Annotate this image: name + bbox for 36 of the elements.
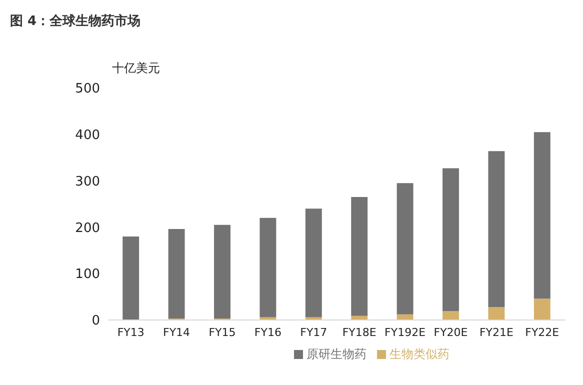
bar bbox=[488, 151, 505, 308]
y-tick-label: 100 bbox=[75, 267, 100, 282]
bar bbox=[534, 298, 550, 320]
y-tick-label: 300 bbox=[75, 174, 100, 190]
bar bbox=[122, 236, 140, 320]
x-tick-label: FY192E bbox=[384, 326, 426, 339]
x-tick-label: FY17 bbox=[300, 326, 328, 339]
chart-title: 图 4：全球生物药市场 bbox=[10, 12, 141, 30]
y-axis-title: 十亿美元 bbox=[112, 60, 160, 77]
legend-label: 生物类似药 bbox=[390, 347, 450, 361]
y-tick-label: 400 bbox=[75, 128, 100, 144]
x-tick-label: FY21E bbox=[479, 326, 514, 339]
x-tick-label: FY15 bbox=[208, 326, 236, 339]
y-tick-label: 0 bbox=[92, 314, 100, 329]
x-tick-label: FY14 bbox=[163, 326, 190, 339]
bar bbox=[442, 311, 459, 320]
bar bbox=[305, 317, 322, 320]
y-tick-label: 200 bbox=[75, 220, 100, 236]
bar bbox=[396, 183, 414, 314]
bar bbox=[168, 229, 185, 319]
x-tick-label: FY18E bbox=[342, 326, 376, 339]
bar bbox=[488, 307, 505, 320]
legend-label: 原研生物药 bbox=[306, 347, 366, 361]
bar bbox=[351, 197, 368, 316]
x-tick-label: FY20E bbox=[434, 326, 468, 339]
bar bbox=[534, 132, 550, 299]
bar bbox=[442, 168, 459, 312]
x-tick-label: FY22E bbox=[525, 326, 560, 339]
bar bbox=[260, 317, 276, 320]
bar bbox=[396, 314, 414, 320]
bar bbox=[214, 224, 230, 319]
y-tick-label: 500 bbox=[75, 82, 100, 97]
x-tick-label: FY13 bbox=[117, 326, 144, 339]
x-tick-label: FY16 bbox=[254, 326, 282, 339]
bar bbox=[260, 218, 276, 318]
bar bbox=[305, 208, 322, 318]
